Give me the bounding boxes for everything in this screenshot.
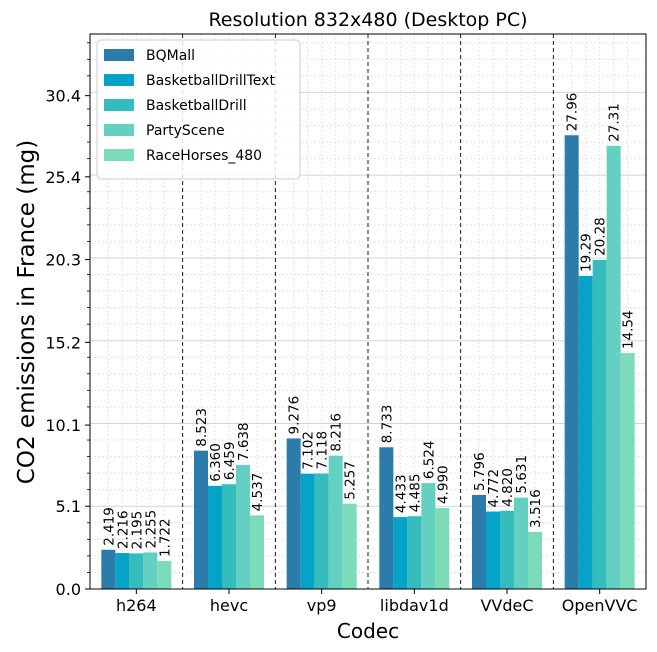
bar-RaceHorses_480-vp9 [342, 503, 357, 589]
bar-BQMall-hevc [194, 450, 208, 589]
x-axis-title: Codec [337, 619, 399, 643]
y-tick-label: 10.1 [45, 416, 81, 435]
bar-RaceHorses_480-OpenVVC [620, 353, 635, 589]
data-label: 1.722 [157, 518, 173, 557]
y-axis-ticks: 0.0 5.1 10.1 15.2 20.3 25.4 30.4 [45, 42, 90, 599]
legend-label: BasketballDrill [146, 98, 247, 114]
legend-label: PartyScene [146, 123, 225, 139]
data-label: 4.433 [393, 474, 409, 513]
y-tick-label: 0.0 [56, 580, 81, 599]
data-label: 4.772 [486, 469, 502, 508]
bar-PartyScene-OpenVVC [606, 145, 621, 589]
bar-BasketballDrillText-VVdeC [486, 511, 500, 589]
data-label: 4.820 [500, 468, 516, 507]
bar-BasketballDrill-OpenVVC [592, 259, 607, 589]
data-label: 5.631 [514, 455, 530, 494]
data-label: 6.524 [421, 440, 437, 479]
data-label: 2.255 [143, 510, 159, 549]
data-label: 7.102 [301, 431, 317, 470]
bar-RaceHorses_480-libdav1d [435, 508, 450, 589]
chart-title: Resolution 832x480 (Desktop PC) [208, 9, 527, 31]
bar-BQMall-VVdeC [472, 494, 486, 589]
y-tick-label: 5.1 [56, 497, 81, 516]
x-tick-label: OpenVVC [562, 596, 638, 615]
bar-PartyScene-hevc [236, 465, 250, 589]
bar-PartyScene-libdav1d [421, 483, 436, 589]
bars [101, 135, 635, 589]
data-label: 2.419 [101, 507, 117, 546]
legend: BQMall BasketballDrillText BasketballDrill… [96, 39, 301, 180]
bar-BasketballDrill-hevc [222, 484, 236, 589]
y-tick-label: 15.2 [45, 333, 81, 352]
data-label: 8.216 [329, 413, 345, 452]
x-axis-ticks: h264 hevc vp9 libdav1d VVdeC OpenVVC [116, 589, 638, 615]
data-label: 4.537 [250, 473, 266, 512]
bar-PartyScene-vp9 [328, 455, 343, 589]
legend-swatch [104, 124, 134, 136]
data-label: 8.523 [194, 408, 210, 447]
legend-box [96, 39, 301, 180]
bar-BQMall-h264 [101, 549, 116, 589]
data-label: 8.733 [379, 405, 395, 444]
bar-PartyScene-VVdeC [514, 497, 528, 589]
data-label: 27.96 [565, 93, 581, 132]
bar-BasketballDrill-h264 [129, 553, 144, 589]
bar-BasketballDrill-VVdeC [500, 510, 514, 589]
bar-PartyScene-h264 [143, 552, 158, 589]
x-tick-label: VVdeC [480, 596, 533, 615]
bar-BQMall-libdav1d [379, 447, 394, 589]
data-label: 27.31 [607, 103, 623, 142]
x-tick-label: h264 [116, 596, 157, 615]
data-label: 20.28 [593, 217, 609, 256]
data-label: 6.360 [208, 443, 224, 482]
legend-label: BQMall [146, 48, 195, 64]
data-label: 7.638 [236, 422, 252, 461]
bar-BQMall-OpenVVC [564, 135, 579, 589]
bar-BasketballDrillText-hevc [208, 485, 222, 589]
legend-label: RaceHorses_480 [146, 148, 262, 164]
data-label: 2.195 [129, 511, 145, 550]
y-tick-label: 20.3 [45, 251, 81, 270]
bar-BQMall-vp9 [286, 438, 301, 589]
data-label: 4.485 [407, 474, 423, 513]
x-tick-label: libdav1d [380, 596, 449, 615]
legend-swatch [104, 149, 134, 161]
bar-BasketballDrillText-OpenVVC [578, 275, 593, 589]
bar-BasketballDrillText-libdav1d [393, 517, 408, 589]
legend-label: BasketballDrillText [146, 73, 275, 89]
bar-BasketballDrill-libdav1d [407, 516, 422, 589]
data-label: 5.257 [343, 461, 359, 500]
data-labels: 2.419 8.523 9.276 8.733 5.796 27.96 2.216 6.360… [101, 93, 636, 557]
legend-swatch [104, 49, 134, 61]
y-axis-title: CO2 emissions in France (mg) [14, 140, 40, 484]
data-label: 4.990 [435, 465, 451, 504]
data-label: 7.118 [315, 431, 331, 470]
data-label: 5.796 [472, 452, 488, 491]
bar-RaceHorses_480-hevc [250, 515, 264, 589]
y-tick-label: 30.4 [45, 87, 81, 106]
legend-swatch [104, 99, 134, 111]
data-label: 2.216 [115, 510, 131, 549]
data-label: 19.29 [579, 233, 595, 272]
x-tick-label: hevc [210, 596, 248, 615]
data-label: 3.516 [528, 489, 544, 528]
bar-BasketballDrill-vp9 [314, 473, 329, 589]
bar-BasketballDrillText-h264 [115, 553, 130, 589]
bar-BasketballDrillText-vp9 [300, 473, 315, 589]
data-label: 6.459 [222, 442, 238, 481]
y-tick-label: 25.4 [45, 168, 81, 187]
data-label: 9.276 [287, 396, 303, 435]
plot-frame [89, 33, 647, 590]
data-label: 14.54 [621, 310, 637, 349]
legend-swatch [104, 74, 134, 86]
bar-RaceHorses_480-VVdeC [528, 531, 542, 589]
bar-RaceHorses_480-h264 [157, 561, 172, 589]
x-tick-label: vp9 [307, 596, 337, 615]
